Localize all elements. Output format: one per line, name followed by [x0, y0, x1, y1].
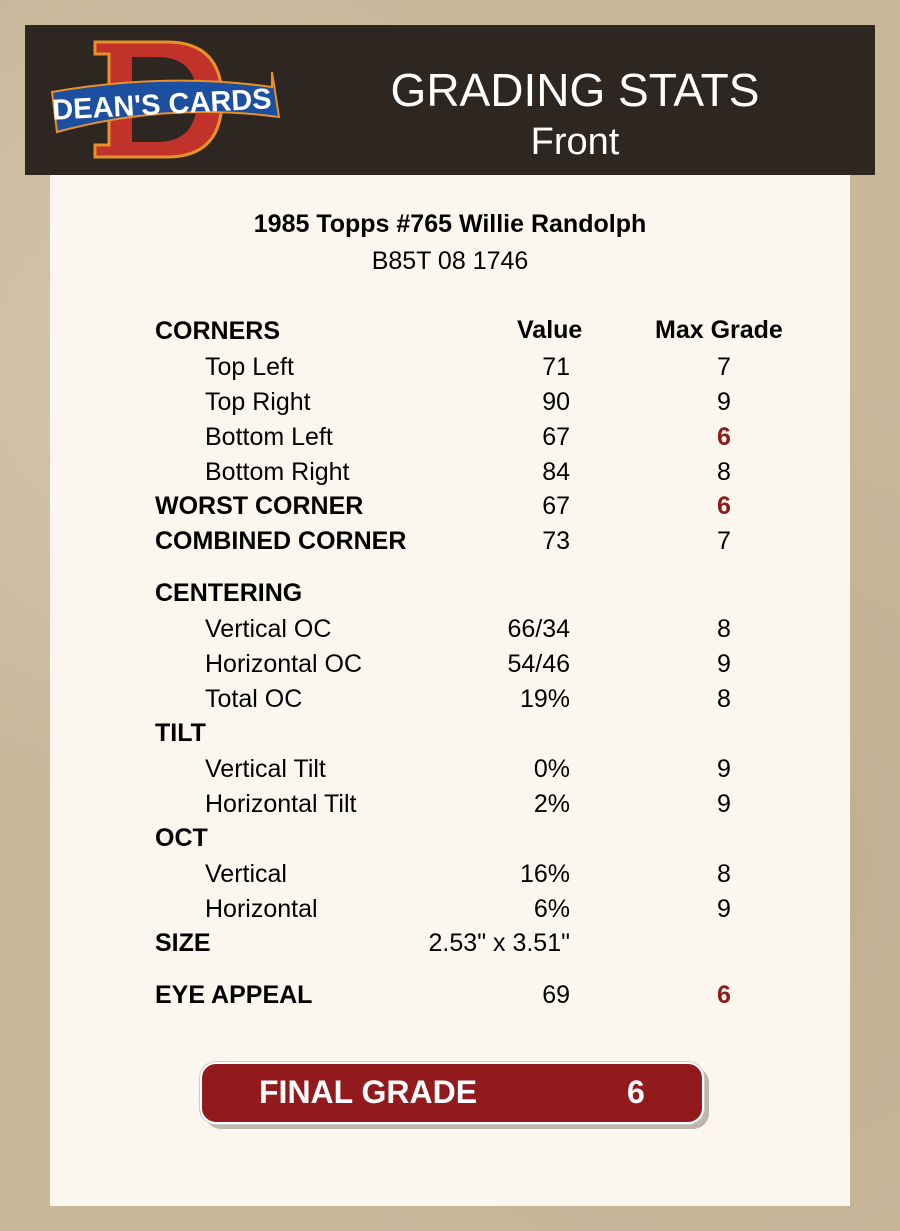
stat-value: 2% — [533, 790, 570, 818]
deans-cards-logo: DEAN'S CARDS — [50, 40, 281, 159]
stat-label: Vertical — [205, 860, 287, 888]
stats-panel — [50, 175, 850, 1206]
stat-label: Top Left — [205, 353, 294, 381]
stat-label: TILT — [155, 719, 206, 747]
stat-max-grade: 6 — [717, 492, 731, 520]
stat-row: Top Right 90 9 — [0, 387, 900, 417]
stat-row: Bottom Left 67 6 — [0, 422, 900, 452]
stat-label: CENTERING — [155, 579, 303, 607]
stat-max-grade: 8 — [717, 458, 731, 486]
stat-value: 71 — [542, 353, 570, 381]
page-subtitle: Front — [530, 121, 620, 163]
stat-max-grade: 9 — [717, 755, 731, 783]
stat-max-grade: 8 — [717, 860, 731, 888]
stat-max-grade: 7 — [717, 353, 731, 381]
stat-row: WORST CORNER 67 6 — [0, 491, 900, 521]
stat-max-grade: 8 — [717, 685, 731, 713]
value-column-header: Value — [517, 316, 583, 344]
final-grade-label: FINAL GRADE — [259, 1074, 478, 1110]
final-grade-value: 6 — [627, 1074, 645, 1110]
stat-row: Bottom Right 84 8 — [0, 457, 900, 487]
stat-label: SIZE — [155, 929, 211, 957]
stat-max-grade: 8 — [717, 615, 731, 643]
stat-row: TILT — [0, 718, 900, 748]
cert-number: B85T 08 1746 — [371, 247, 529, 275]
stat-value: 2.53" x 3.51" — [428, 929, 570, 957]
stat-row: EYE APPEAL 69 6 — [0, 980, 900, 1010]
stat-label: WORST CORNER — [155, 492, 364, 520]
card-name: 1985 Topps #765 Willie Randolph — [253, 210, 647, 238]
stat-max-grade: 6 — [717, 981, 731, 1009]
stat-value: 6% — [533, 895, 570, 923]
stat-value: 19% — [519, 685, 570, 713]
stat-value: 67 — [542, 492, 570, 520]
stat-max-grade: 9 — [717, 895, 731, 923]
page-title: GRADING STATS — [390, 64, 760, 116]
stat-label: EYE APPEAL — [155, 981, 313, 1009]
stat-row: CENTERING — [0, 578, 900, 608]
stat-value: 66/34 — [507, 615, 570, 643]
stat-label: Vertical Tilt — [205, 755, 326, 783]
stat-value: 84 — [542, 458, 570, 486]
stat-row: CORNERS — [0, 316, 900, 346]
stat-value: 16% — [519, 860, 570, 888]
stat-value: 54/46 — [507, 650, 570, 678]
stat-max-grade: 7 — [717, 527, 731, 555]
final-grade-badge: FINAL GRADE 6 — [200, 1062, 704, 1124]
stat-row: Top Left 71 7 — [0, 352, 900, 382]
stat-row: Horizontal OC 54/46 9 — [0, 649, 900, 679]
stat-row: Horizontal Tilt 2% 9 — [0, 789, 900, 819]
stat-label: Total OC — [205, 685, 303, 713]
stat-value: 69 — [542, 981, 570, 1009]
stat-label: Vertical OC — [205, 615, 332, 643]
stat-label: Bottom Right — [205, 458, 350, 486]
stat-row: Total OC 19% 8 — [0, 684, 900, 714]
stat-row: Vertical Tilt 0% 9 — [0, 754, 900, 784]
stat-row: Horizontal 6% 9 — [0, 894, 900, 924]
stat-row: OCT — [0, 823, 900, 853]
header-bar: DEAN'S CARDS GRADING STATS Front — [25, 25, 875, 175]
stat-max-grade: 9 — [717, 790, 731, 818]
stat-label: Top Right — [205, 388, 311, 416]
stat-value: 67 — [542, 423, 570, 451]
stat-row: Vertical 16% 8 — [0, 859, 900, 889]
stat-max-grade: 6 — [717, 423, 731, 451]
stat-value: 0% — [533, 755, 570, 783]
max-grade-column-header: Max Grade — [655, 316, 783, 344]
stat-label: Bottom Left — [205, 423, 333, 451]
stat-row: COMBINED CORNER 73 7 — [0, 526, 900, 556]
stat-row: SIZE 2.53" x 3.51" — [0, 928, 900, 958]
stat-label: COMBINED CORNER — [155, 527, 407, 555]
stat-label: Horizontal Tilt — [205, 790, 357, 818]
stat-value: 73 — [542, 527, 570, 555]
stat-value: 90 — [542, 388, 570, 416]
stat-max-grade: 9 — [717, 388, 731, 416]
stat-row: Vertical OC 66/34 8 — [0, 614, 900, 644]
stat-max-grade: 9 — [717, 650, 731, 678]
stat-label: Horizontal OC — [205, 650, 362, 678]
stat-label: Horizontal — [205, 895, 318, 923]
stat-label: CORNERS — [155, 317, 281, 345]
stat-label: OCT — [155, 824, 208, 852]
